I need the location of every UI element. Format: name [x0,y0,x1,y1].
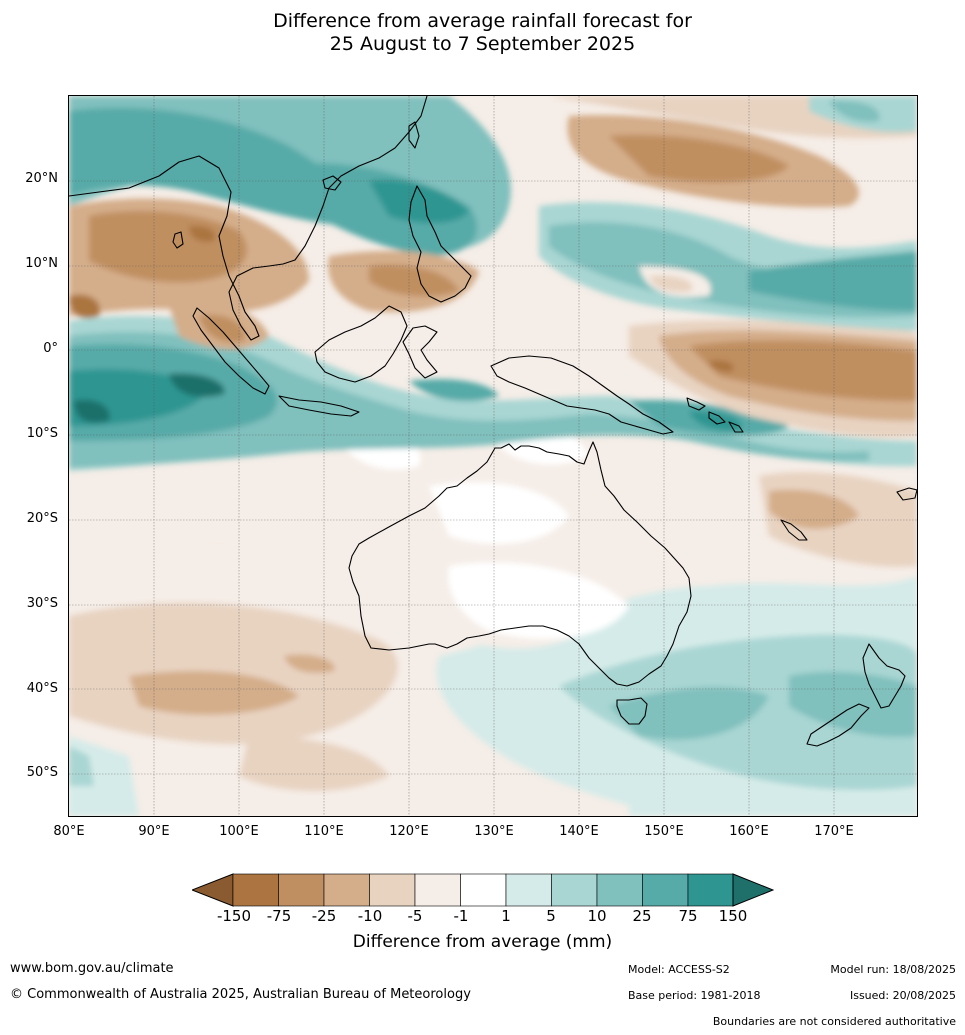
lat-label-20s: 20°S [26,511,58,526]
colorbar [192,873,774,907]
lat-label-20n: 20°N [25,171,58,186]
java-coastline [278,395,360,417]
lon-label-120e: 120°E [389,824,429,839]
footer-copyright: © Commonwealth of Australia 2025, Austra… [10,987,471,1002]
colorbar-cell [505,873,552,907]
coastlines [69,96,917,747]
lat-label-0: 0° [43,341,58,356]
footer-disclaimer: Boundaries are not considered authoritat… [712,1015,956,1028]
colorbar-cell [369,873,416,907]
rainfall-map [68,95,918,817]
hainan-coastline [322,175,342,191]
lat-label-30s: 30°S [26,596,58,611]
title-line-1: Difference from average rainfall forecas… [273,10,692,32]
new-zealand-north-coastline [862,643,906,709]
footer-base-period: Base period: 1981-2018 [628,989,761,1002]
colorbar-cell [460,873,507,907]
colorbar-tick: -150 [216,907,252,925]
graticule [69,96,917,816]
lon-label-140e: 140°E [559,824,599,839]
sri-lanka-coastline [172,231,184,249]
rainfall-contours [69,96,917,816]
sumatra-coastline [192,307,270,395]
lat-label-40s: 40°S [26,681,58,696]
colorbar-tick: 10 [587,907,607,925]
colorbar-tick: 1 [501,907,511,925]
lon-label-90e: 90°E [138,824,170,839]
title-line-2: 25 August to 7 September 2025 [329,33,636,55]
colorbar-cell [414,873,461,907]
fiji-coastline [896,487,917,501]
footer-model-run: Model run: 18/08/2025 [830,963,956,976]
solomon-islands-coastline [686,397,744,433]
mainland-asia-coastline [69,96,428,341]
lon-label-170e: 170°E [814,824,854,839]
rainfall-map-svg [69,96,917,816]
colorbar-tick: -25 [311,907,337,925]
colorbar-tick: 150 [718,907,748,925]
lat-label-10n: 10°N [25,256,58,271]
philippines-coastline [408,185,472,303]
taiwan-coastline [408,121,420,149]
colorbar-tick: 25 [632,907,652,925]
lon-label-100e: 100°E [219,824,259,839]
colorbar-cell [278,873,325,907]
colorbar-extend-high [732,873,774,907]
lon-label-160e: 160°E [729,824,769,839]
tasmania-coastline [616,697,648,725]
lat-label-50s: 50°S [26,765,58,780]
colorbar-tick: -1 [453,907,469,925]
lon-label-150e: 150°E [644,824,684,839]
colorbar-cell [687,873,734,907]
colorbar-tick: -10 [357,907,383,925]
footer-url-link[interactable]: www.bom.gov.au/climate [10,961,174,976]
sulawesi-coastline [402,325,438,379]
lon-label-80e: 80°E [53,824,85,839]
footer-model: Model: ACCESS-S2 [628,963,730,976]
colorbar-tick: 5 [546,907,556,925]
colorbar-cell [323,873,370,907]
new-zealand-south-coastline [806,703,870,747]
new-caledonia-coastline [780,519,808,541]
australia-coastline [348,441,692,687]
map-title: Difference from average rainfall forecas… [0,10,965,56]
borneo-coastline [314,305,408,383]
colorbar-tick: 75 [678,907,698,925]
footer-issued: Issued: 20/08/2025 [849,989,956,1002]
colorbar-cell [232,873,279,907]
new-guinea-coastline [490,355,674,435]
colorbar-label: Difference from average (mm) [352,932,613,952]
lon-label-130e: 130°E [474,824,514,839]
colorbar-tick: -5 [407,907,423,925]
colorbar-tick: -75 [266,907,292,925]
colorbar-extend-low [192,873,234,907]
lon-label-110e: 110°E [304,824,344,839]
colorbar-cell [551,873,598,907]
colorbar-cell [596,873,643,907]
colorbar-cell [642,873,689,907]
lat-label-10s: 10°S [26,426,58,441]
